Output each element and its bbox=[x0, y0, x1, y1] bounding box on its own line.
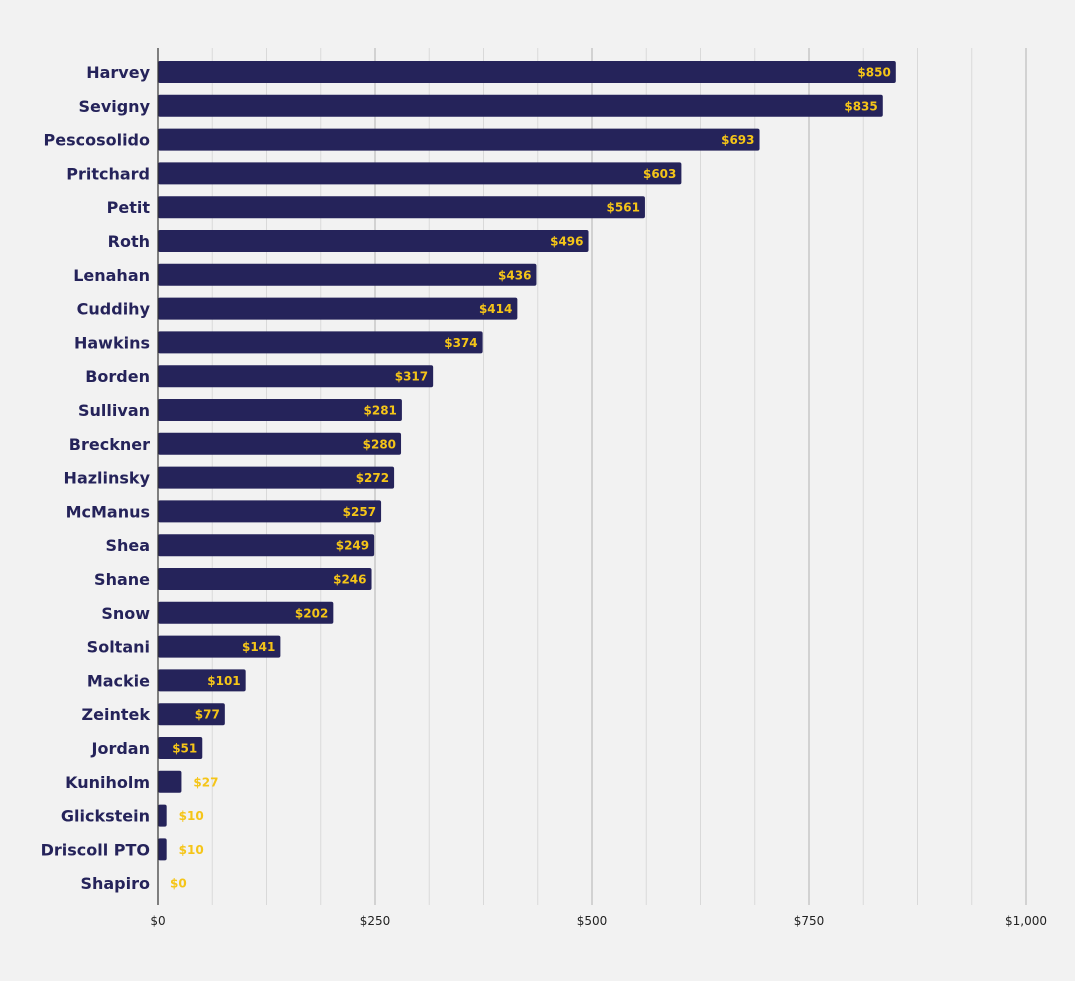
category-label: Breckner bbox=[69, 435, 150, 454]
category-label: Soltani bbox=[87, 638, 150, 657]
value-label: $496 bbox=[550, 235, 583, 249]
bar bbox=[158, 61, 896, 83]
value-label: $77 bbox=[195, 708, 220, 722]
category-label: Borden bbox=[85, 367, 150, 386]
category-label: Shane bbox=[94, 570, 150, 589]
value-label: $246 bbox=[333, 573, 366, 587]
category-label: Kuniholm bbox=[65, 773, 150, 792]
category-label: Zeintek bbox=[82, 705, 151, 724]
bar bbox=[158, 500, 382, 523]
value-label: $10 bbox=[179, 809, 204, 823]
bar bbox=[158, 162, 682, 185]
axis-layer: $0 $250 $500 $750 $1,000 bbox=[150, 48, 1047, 928]
bar bbox=[158, 703, 225, 726]
value-label: $603 bbox=[643, 167, 676, 181]
value-label: $317 bbox=[395, 370, 428, 384]
category-label: Glickstein bbox=[61, 807, 150, 826]
value-label: $141 bbox=[242, 640, 275, 654]
bar bbox=[158, 770, 182, 793]
bar bbox=[158, 669, 246, 692]
bar bbox=[158, 466, 395, 489]
value-label: $10 bbox=[179, 843, 204, 857]
bar bbox=[158, 534, 375, 557]
category-label: Hazlinsky bbox=[64, 469, 151, 488]
bar bbox=[158, 297, 518, 320]
bar bbox=[158, 601, 334, 624]
category-label: Driscoll PTO bbox=[41, 840, 150, 859]
value-label: $414 bbox=[479, 302, 512, 316]
x-tick-label: $0 bbox=[150, 914, 165, 928]
value-label: $257 bbox=[343, 505, 376, 519]
value-label: $693 bbox=[721, 133, 754, 147]
category-label: Roth bbox=[108, 232, 150, 251]
bar bbox=[158, 635, 281, 658]
x-tick-label: $250 bbox=[360, 914, 391, 928]
bar bbox=[158, 263, 537, 286]
bar bbox=[158, 128, 760, 151]
bar bbox=[158, 365, 434, 388]
value-label: $281 bbox=[364, 404, 397, 418]
value-label: $436 bbox=[498, 268, 531, 282]
value-label: $280 bbox=[363, 437, 396, 451]
bar bbox=[158, 94, 883, 117]
category-label: Lenahan bbox=[73, 266, 150, 285]
category-label: Hawkins bbox=[74, 333, 150, 352]
bar-layer bbox=[158, 61, 896, 861]
value-label: $0 bbox=[170, 877, 187, 891]
category-label: Sullivan bbox=[78, 401, 150, 420]
category-label: Harvey bbox=[86, 63, 150, 82]
value-label: $202 bbox=[295, 606, 328, 620]
category-label: Shapiro bbox=[80, 874, 150, 893]
category-label: McManus bbox=[66, 502, 150, 521]
category-label: Pritchard bbox=[66, 164, 150, 183]
x-tick-label: $750 bbox=[794, 914, 825, 928]
category-label: Mackie bbox=[87, 671, 150, 690]
value-label: $561 bbox=[607, 201, 640, 215]
value-label: $835 bbox=[844, 99, 877, 113]
bar bbox=[158, 230, 589, 252]
bar bbox=[158, 196, 645, 219]
value-label: $27 bbox=[193, 775, 218, 789]
bar bbox=[158, 737, 203, 759]
bar bbox=[158, 804, 167, 827]
bar bbox=[158, 331, 483, 354]
value-label: $249 bbox=[336, 539, 369, 553]
x-tick-label: $1,000 bbox=[1005, 914, 1047, 928]
value-label: $51 bbox=[172, 742, 197, 756]
bar bbox=[158, 838, 167, 861]
value-label: $272 bbox=[356, 471, 389, 485]
bar bbox=[158, 568, 372, 590]
category-label: Pescosolido bbox=[43, 131, 150, 150]
category-label: Cuddihy bbox=[77, 300, 151, 319]
category-label: Jordan bbox=[91, 739, 150, 758]
value-label: $101 bbox=[207, 674, 240, 688]
category-label: Snow bbox=[101, 604, 150, 623]
bar bbox=[158, 399, 402, 421]
category-label: Shea bbox=[105, 536, 150, 555]
category-label: Sevigny bbox=[78, 97, 150, 116]
value-label: $850 bbox=[857, 66, 890, 80]
x-tick-label: $500 bbox=[577, 914, 608, 928]
label-layer: Harvey $850 Sevigny $835 Pescosolido $693 Prit… bbox=[41, 63, 891, 893]
value-label: $374 bbox=[444, 336, 477, 350]
bar bbox=[158, 432, 402, 455]
category-label: Petit bbox=[107, 198, 151, 217]
